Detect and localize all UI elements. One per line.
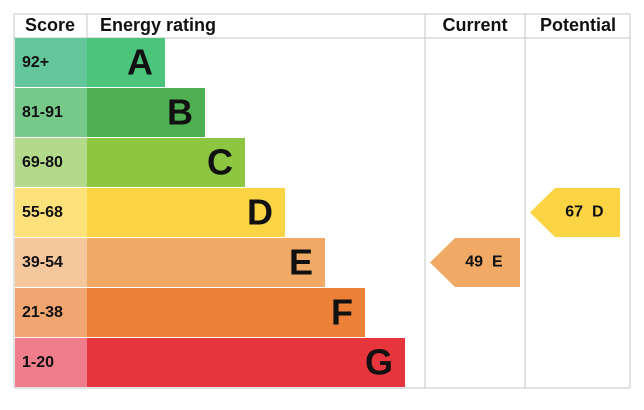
score-cell (15, 288, 87, 337)
rating-bar (87, 138, 245, 187)
score-range: 69-80 (22, 154, 63, 171)
rating-bar (87, 238, 325, 287)
score-range: 39-54 (22, 254, 63, 271)
header-score: Score (25, 15, 75, 35)
header-current: Current (442, 15, 507, 35)
rating-bar (87, 188, 285, 237)
potential-arrow (530, 188, 620, 237)
score-cell (15, 188, 87, 237)
potential-letter: D (592, 204, 604, 221)
current-arrow (430, 238, 520, 287)
current-letter: E (492, 254, 503, 271)
rating-bar (87, 288, 365, 337)
header-rating: Energy rating (100, 15, 216, 35)
score-range: 92+ (22, 54, 49, 71)
rating-bar (87, 38, 165, 87)
rating-bar (87, 88, 205, 137)
rating-letter: D (247, 192, 273, 233)
score-range: 81-91 (22, 104, 63, 121)
rating-letter: E (289, 242, 313, 283)
rating-letter: B (167, 92, 193, 133)
score-cell (15, 238, 87, 287)
score-range: 21-38 (22, 304, 63, 321)
score-cell (15, 338, 87, 387)
potential-value: 67 (565, 204, 583, 221)
header-potential: Potential (540, 15, 616, 35)
score-cell (15, 38, 87, 87)
rating-bar (87, 338, 405, 387)
score-range: 55-68 (22, 204, 63, 221)
score-range: 1-20 (22, 354, 54, 371)
rating-letter: F (331, 292, 353, 333)
score-cell (15, 88, 87, 137)
score-cell (15, 138, 87, 187)
current-value: 49 (465, 254, 483, 271)
rating-letter: A (127, 42, 153, 83)
rating-letter: C (207, 142, 233, 183)
rating-letter: G (365, 342, 393, 383)
